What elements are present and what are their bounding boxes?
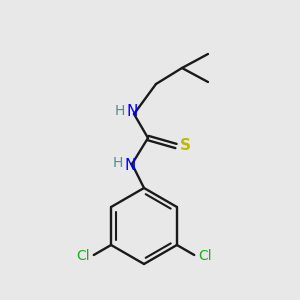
Text: Cl: Cl <box>198 249 212 263</box>
Text: H: H <box>115 104 125 118</box>
Text: N: N <box>126 104 138 119</box>
Text: S: S <box>179 139 191 154</box>
Text: N: N <box>124 158 136 172</box>
Text: H: H <box>113 156 123 170</box>
Text: Cl: Cl <box>76 249 90 263</box>
